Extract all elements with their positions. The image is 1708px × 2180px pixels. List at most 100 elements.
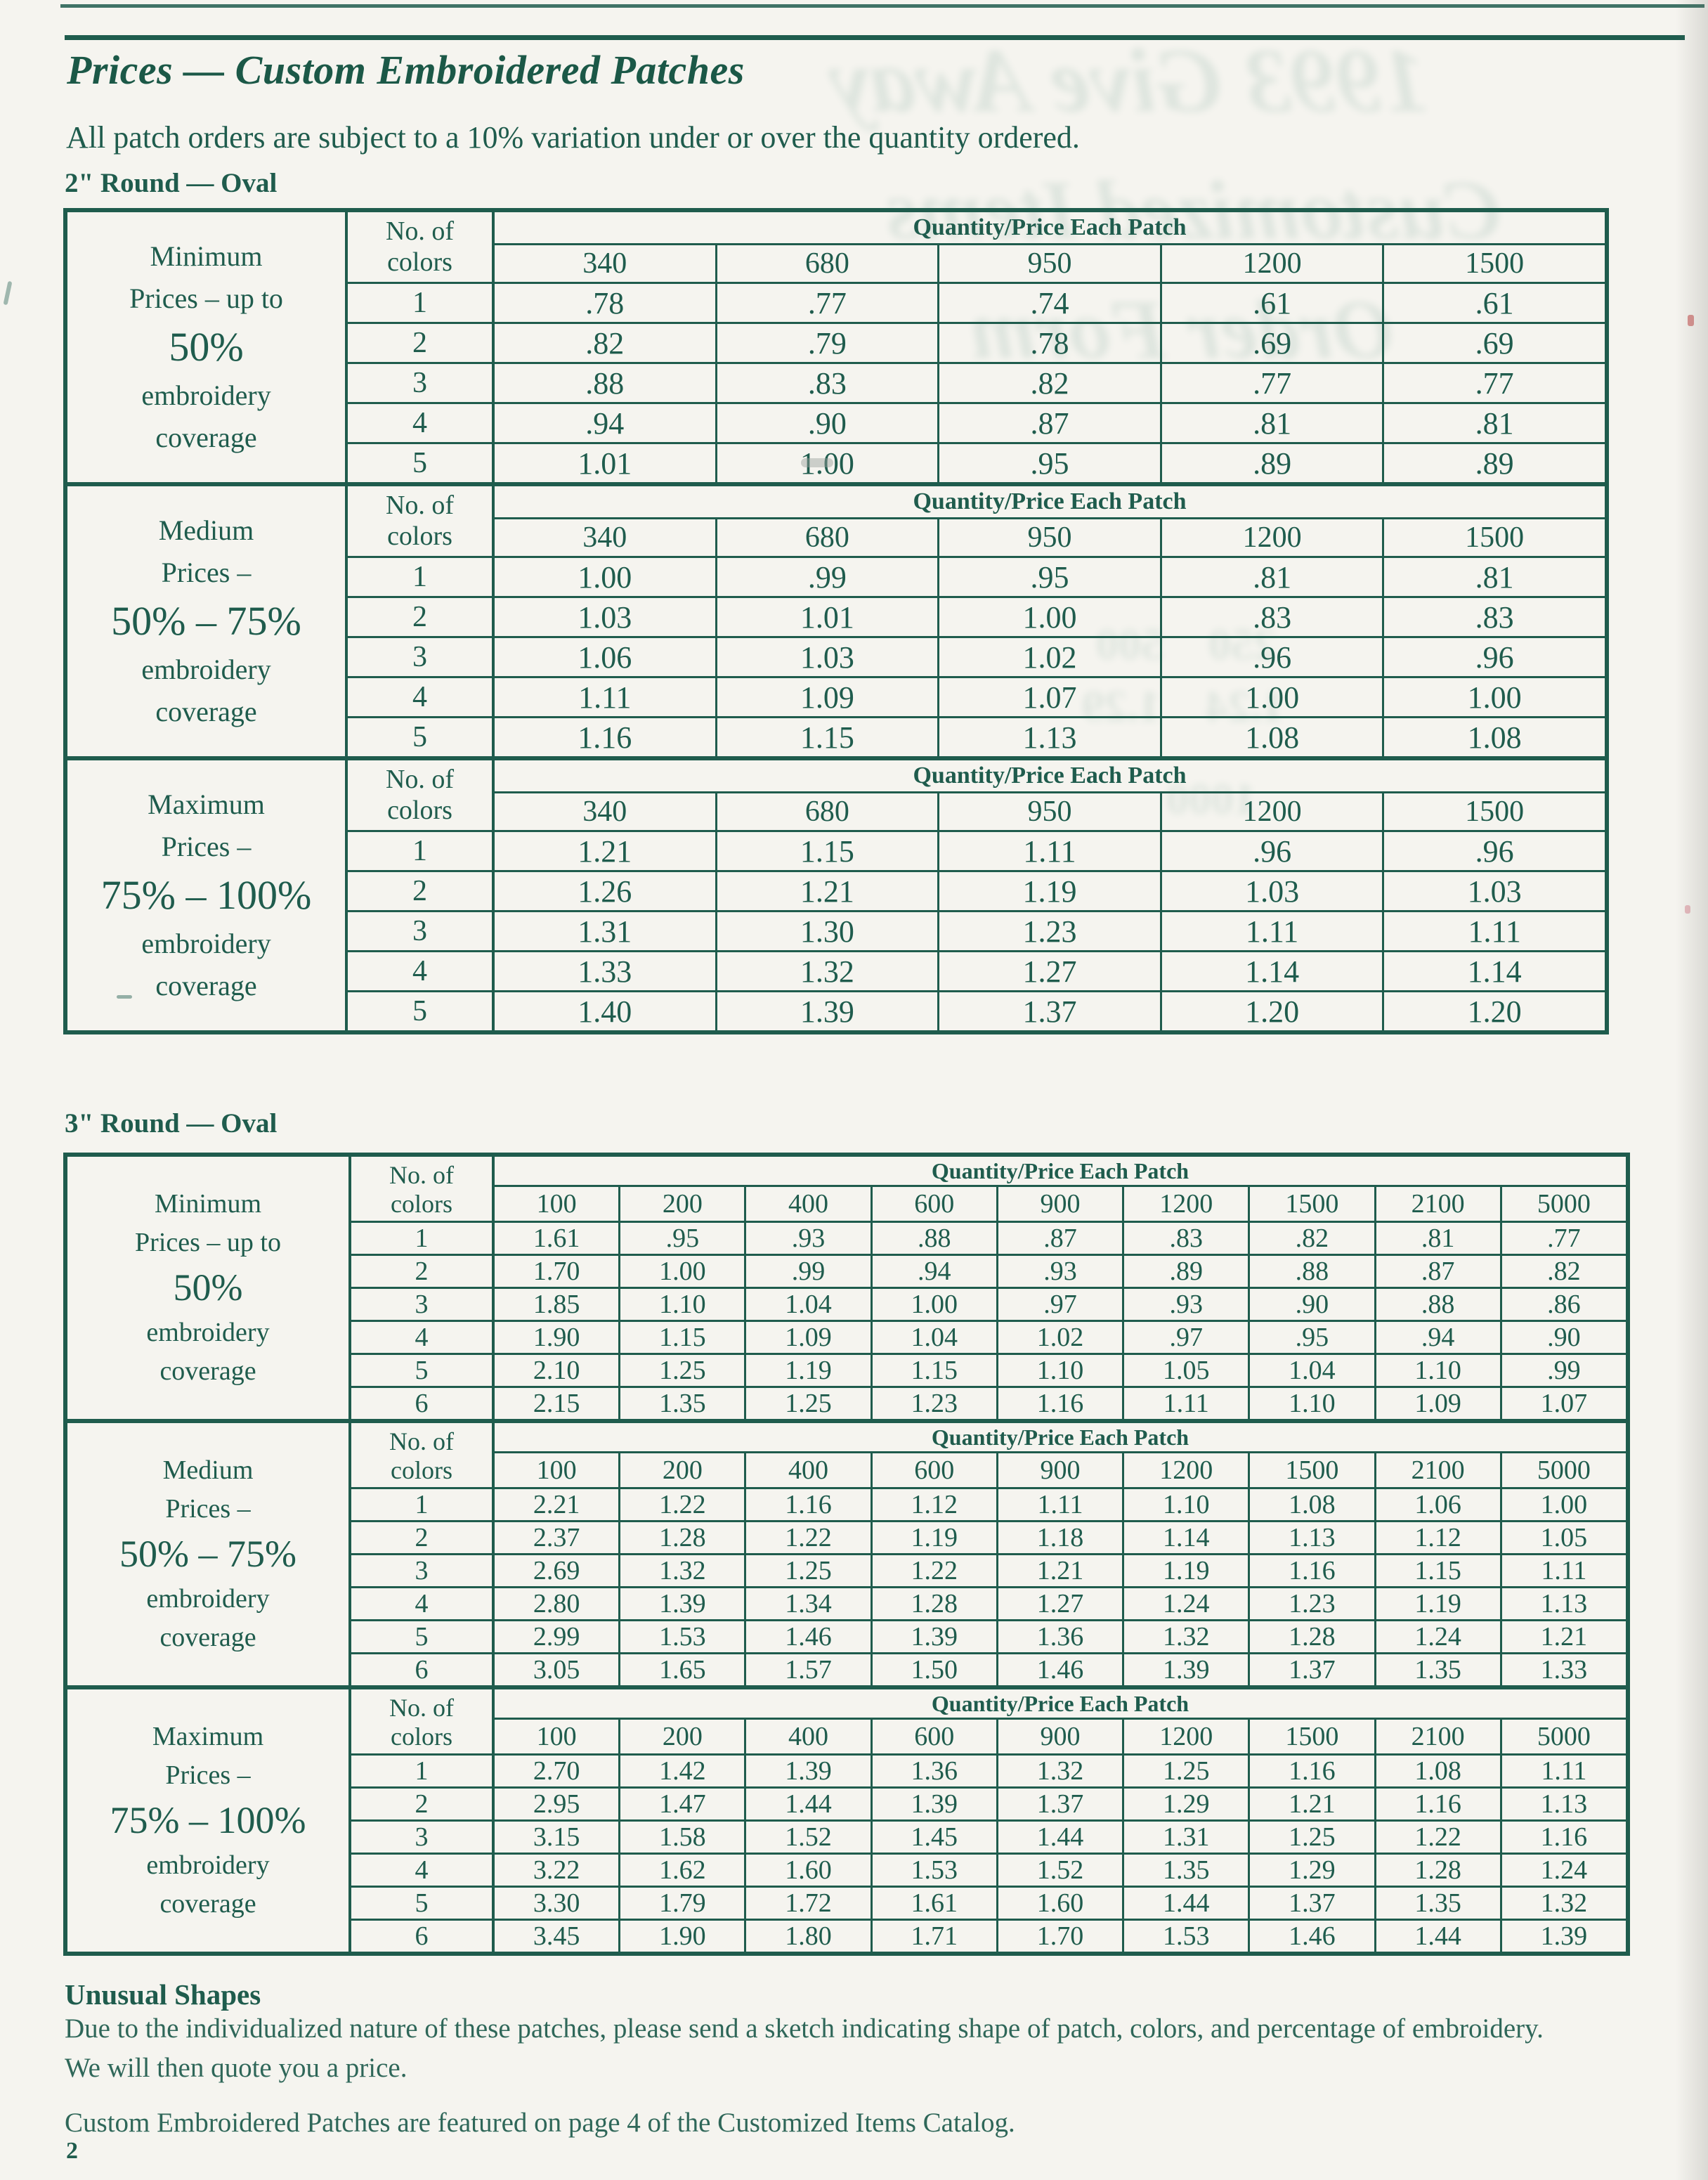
quantity-column-header: 400: [746, 1453, 873, 1487]
price-cell: 1.11: [1541, 1556, 1587, 1585]
colors-header-line: colors: [387, 521, 452, 551]
tier-label-line: Prices – up to: [135, 1227, 281, 1257]
price-row: 2 1.03 1.01 1.00.83.83: [348, 596, 1605, 636]
tier-label-line: Maximum: [152, 1721, 264, 1751]
quantity-column-header: 1200: [1124, 1453, 1251, 1487]
num-colors-cell: 2: [348, 598, 495, 636]
unusual-shapes-text-line2: We will then quote you a price.: [65, 2053, 408, 2083]
price-cell: 1.12: [1376, 1522, 1502, 1553]
price-cell: 1.36: [873, 1756, 998, 1786]
price-cell: .77: [717, 284, 940, 322]
quantity-column-header: 400: [746, 1187, 873, 1221]
price-cell: .81: [1475, 405, 1514, 441]
price-cell: 2.95: [495, 1789, 621, 1819]
price-cell: 1.16: [1250, 1756, 1376, 1786]
quantity-column-header: 340: [495, 519, 717, 556]
price-cell: 1.29: [1250, 1855, 1376, 1886]
price-cell: .78: [939, 324, 1162, 362]
price-cell: 1.36: [998, 1621, 1125, 1652]
quantity-column-header: 100: [495, 1453, 621, 1487]
price-cell: 3.22: [495, 1855, 621, 1886]
price-row: 6 3.05 1.65 1.57 1.50 1.46 1.39 1.37 1.35 1.33: [351, 1652, 1626, 1685]
price-cell: 1.20: [1467, 994, 1522, 1029]
num-colors-cell: 3: [351, 1822, 495, 1853]
price-cell: 1.25: [1124, 1756, 1251, 1786]
price-cell: 1.22: [746, 1522, 873, 1553]
quantity-column-header: 600: [873, 1187, 998, 1221]
num-colors-cell: 4: [351, 1588, 495, 1619]
section-heading-2in-round-oval: 2" Round — Oval: [65, 168, 278, 198]
price-cell: 1.26: [495, 872, 717, 910]
price-cell: 1.90: [495, 1322, 621, 1353]
quantity-column-header: 1500: [1465, 247, 1525, 280]
colors-column-header: No. of colors: [351, 1157, 495, 1221]
num-colors-cell: 5: [348, 444, 495, 482]
price-cell: .83: [717, 364, 940, 402]
price-row: 4 1.90 1.15 1.09 1.04 1.02.97.95.94 .90: [351, 1320, 1626, 1353]
price-cell: .79: [717, 324, 940, 362]
price-cell: 1.15: [717, 832, 940, 870]
colors-column-header: No. of colors: [351, 1689, 495, 1753]
price-cell: 1.33: [1540, 1655, 1588, 1685]
price-tier-label: Maximum Prices – 75% – 100% embroidery cover…: [67, 1689, 351, 1952]
colors-column-header: No. of colors: [348, 486, 495, 556]
price-cell: 1.16: [1540, 1822, 1588, 1852]
price-cell: 1.39: [873, 1621, 998, 1652]
price-cell: 1.53: [873, 1855, 998, 1886]
price-row: 3 1.06 1.03 1.02.96.96: [348, 636, 1605, 676]
quantity-column-header: 1200: [1124, 1187, 1251, 1221]
tier-label-line: coverage: [155, 422, 257, 454]
price-cell: .81: [1475, 559, 1514, 595]
tier-label-line: embroidery: [141, 654, 271, 686]
quantity-column-header: 200: [620, 1453, 747, 1487]
unusual-shapes-heading: Unusual Shapes: [65, 1978, 261, 2011]
price-cell: .77: [1475, 365, 1514, 401]
colors-header-line: No. of: [385, 491, 455, 520]
colors-header-line: colors: [391, 1190, 452, 1219]
price-cell: 1.04: [873, 1322, 998, 1353]
price-cell: 1.40: [495, 992, 717, 1030]
quantity-column-header: 1500: [1250, 1720, 1376, 1753]
table-grid: No. of colors Quantity/Price Each Patch 100…: [351, 1689, 1626, 1952]
top-edge-rule: [60, 4, 1704, 8]
catalog-reference-note: Custom Embroidered Patches are featured …: [65, 2108, 1015, 2138]
price-cell: 1.46: [746, 1621, 873, 1652]
quantity-column-header: 400: [746, 1720, 873, 1753]
price-cell: .82: [495, 324, 717, 362]
price-row: 2 2.37 1.28 1.22 1.19 1.18 1.14 1.13 1.12 1.05: [351, 1520, 1626, 1553]
colors-column-header: No. of colors: [351, 1423, 495, 1487]
price-cell: 1.24: [1540, 1855, 1588, 1885]
price-cell: 1.16: [746, 1489, 873, 1520]
price-cell: 1.35: [1124, 1855, 1251, 1886]
price-cell: 1.15: [873, 1355, 998, 1386]
price-cell: .95: [620, 1223, 747, 1254]
quantity-area: Quantity/Price Each Patch 100 200 400 600 900…: [495, 1689, 1626, 1753]
price-cell: 1.07: [1540, 1389, 1588, 1418]
price-cell: 1.10: [1376, 1355, 1502, 1386]
price-table: Medium Prices – 50% – 75% embroidery coverag…: [63, 482, 1609, 760]
price-cell: 1.32: [620, 1555, 747, 1586]
quantity-column-header: 2100: [1376, 1720, 1502, 1753]
price-cell: 1.19: [746, 1355, 873, 1386]
page-title: Prices — Custom Embroidered Patches: [67, 47, 745, 93]
quantity-column-header: 680: [717, 519, 940, 556]
price-cell: 1.20: [1162, 992, 1385, 1030]
quantity-column-header: 900: [998, 1453, 1125, 1487]
num-colors-cell: 1: [351, 1489, 495, 1520]
price-cell: .88: [1376, 1289, 1502, 1320]
table-header-row: No. of colors Quantity/Price Each Patch 340…: [348, 486, 1605, 556]
price-cell: .81: [1162, 558, 1385, 596]
tier-label-line: embroidery: [141, 379, 271, 412]
quantity-column-header: 340: [495, 793, 717, 830]
quantity-price-header: Quantity/Price Each Patch: [495, 1423, 1626, 1453]
price-cell: .83: [1124, 1223, 1251, 1254]
price-table: Minimum Prices – up to 50% embroidery covera…: [63, 1153, 1630, 1423]
quantity-column-header: 900: [998, 1720, 1125, 1753]
table-header-row: No. of colors Quantity/Price Each Patch 100…: [351, 1157, 1626, 1221]
quantity-column-header: 5000: [1537, 1455, 1591, 1485]
price-cell: 1.31: [495, 912, 717, 950]
colors-header-line: No. of: [389, 1694, 454, 1722]
colors-column-header: No. of colors: [348, 212, 495, 282]
price-tier-label: Medium Prices – 50% – 75% embroidery coverag…: [67, 486, 348, 756]
price-cell: .97: [1124, 1322, 1251, 1353]
